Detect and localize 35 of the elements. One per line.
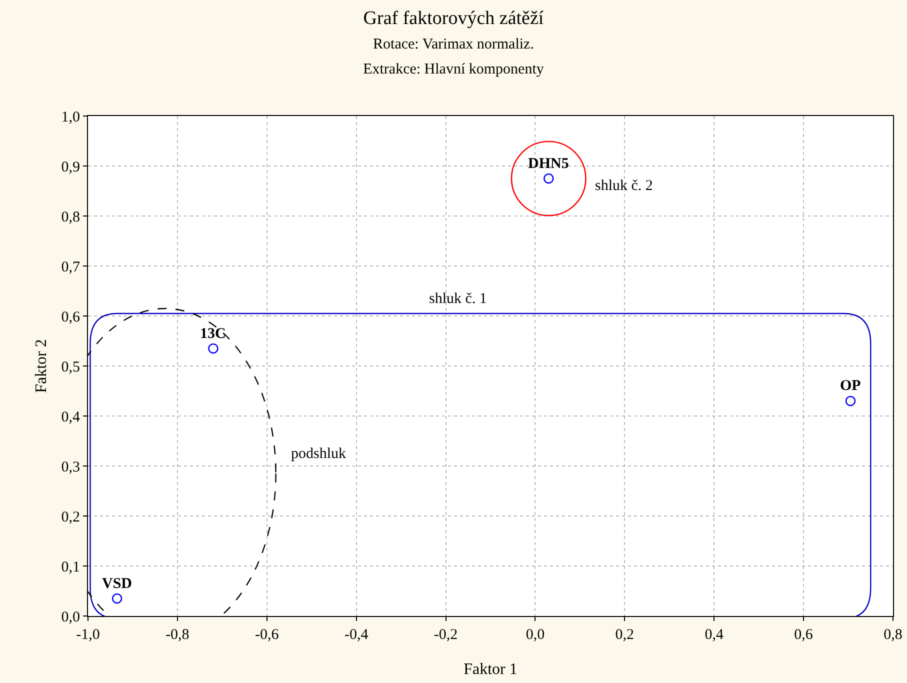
x-tick-label: 0,4 — [704, 627, 724, 643]
x-tick-label: 0,8 — [884, 627, 902, 643]
x-axis-title: Faktor 1 — [464, 661, 518, 678]
x-tick-label: 0,2 — [615, 627, 634, 643]
x-tick-label: -0,2 — [434, 627, 458, 643]
x-tick-label: -0,6 — [255, 627, 280, 643]
annotation: shluk č. 1 — [429, 291, 487, 307]
y-tick-label: 0,7 — [61, 259, 80, 276]
y-tick-label: 1,0 — [61, 109, 80, 126]
annotation: DHN5 — [528, 156, 569, 172]
point — [845, 396, 856, 406]
y-tick-label: 0,0 — [61, 609, 80, 626]
annotation: OP — [840, 378, 861, 394]
y-axis-title: Faktor 2 — [33, 339, 50, 393]
chart-title: Graf faktorových zátěží — [363, 8, 544, 29]
y-tick-label: 0,9 — [61, 159, 80, 176]
annotation: 13C — [200, 326, 226, 342]
y-tick-label: 0,5 — [61, 359, 80, 376]
annotation: VSD — [102, 576, 132, 592]
y-tick-label: 0,4 — [61, 409, 80, 426]
point — [112, 593, 122, 604]
x-tick-label: -0,4 — [344, 627, 369, 643]
y-tick-label: 0,6 — [61, 309, 80, 326]
point — [208, 343, 218, 354]
annotation: shluk č. 2 — [595, 178, 653, 194]
x-tick-label: 0,6 — [794, 627, 814, 643]
x-tick-label: 0,0 — [526, 627, 545, 643]
y-tick-label: 0,3 — [61, 459, 80, 476]
annotation: podshluk — [291, 446, 347, 462]
y-tick-label: 0,2 — [61, 509, 80, 526]
y-tick-label: 0,8 — [61, 209, 80, 226]
x-tick-label: -1,0 — [76, 627, 100, 643]
chart-subtitle: Rotace: Varimax normaliz. Extrakce: Hlavní komponenty — [363, 36, 544, 78]
y-tick-label: 0,1 — [61, 559, 80, 576]
x-tick-label: -0,8 — [166, 627, 190, 643]
